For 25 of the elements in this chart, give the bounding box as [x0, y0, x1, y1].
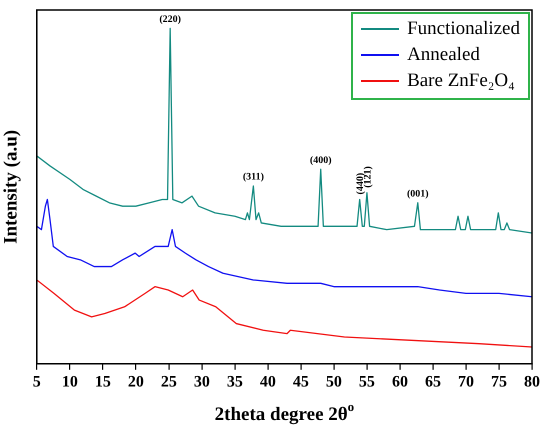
annotation: (311) [242, 172, 264, 183]
annotation: (001) [406, 188, 429, 200]
legend-label: Bare ZnFe₂O₄ [407, 70, 515, 92]
x-tick-label: 45 [292, 374, 309, 391]
x-tick-label: 55 [358, 374, 375, 391]
x-tick-label: 10 [62, 374, 78, 391]
annotation: (121) [362, 166, 374, 188]
annotation: (220) [159, 14, 182, 26]
x-tick-label: 65 [424, 374, 441, 391]
x-tick-label: 40 [260, 374, 276, 391]
legend-label: Functionalized [407, 18, 520, 40]
x-tick-label: 75 [490, 374, 507, 391]
x-tick-label: 25 [160, 374, 177, 391]
x-tick-label: 20 [128, 374, 144, 391]
x-tick-label: 5 [32, 374, 41, 391]
annotation: (400) [310, 154, 332, 166]
x-tick-label: 80 [524, 374, 540, 391]
legend-label: Annealed [407, 44, 480, 66]
x-tick-label: 60 [392, 374, 408, 391]
x-tick-label: 50 [326, 374, 342, 391]
y-axis-title: Intensity (a.u) [0, 130, 22, 244]
x-tick-label: 35 [226, 374, 243, 391]
x-tick-label: 30 [194, 374, 210, 391]
x-tick-label: 70 [458, 374, 474, 391]
x-tick-label: 15 [94, 374, 111, 391]
